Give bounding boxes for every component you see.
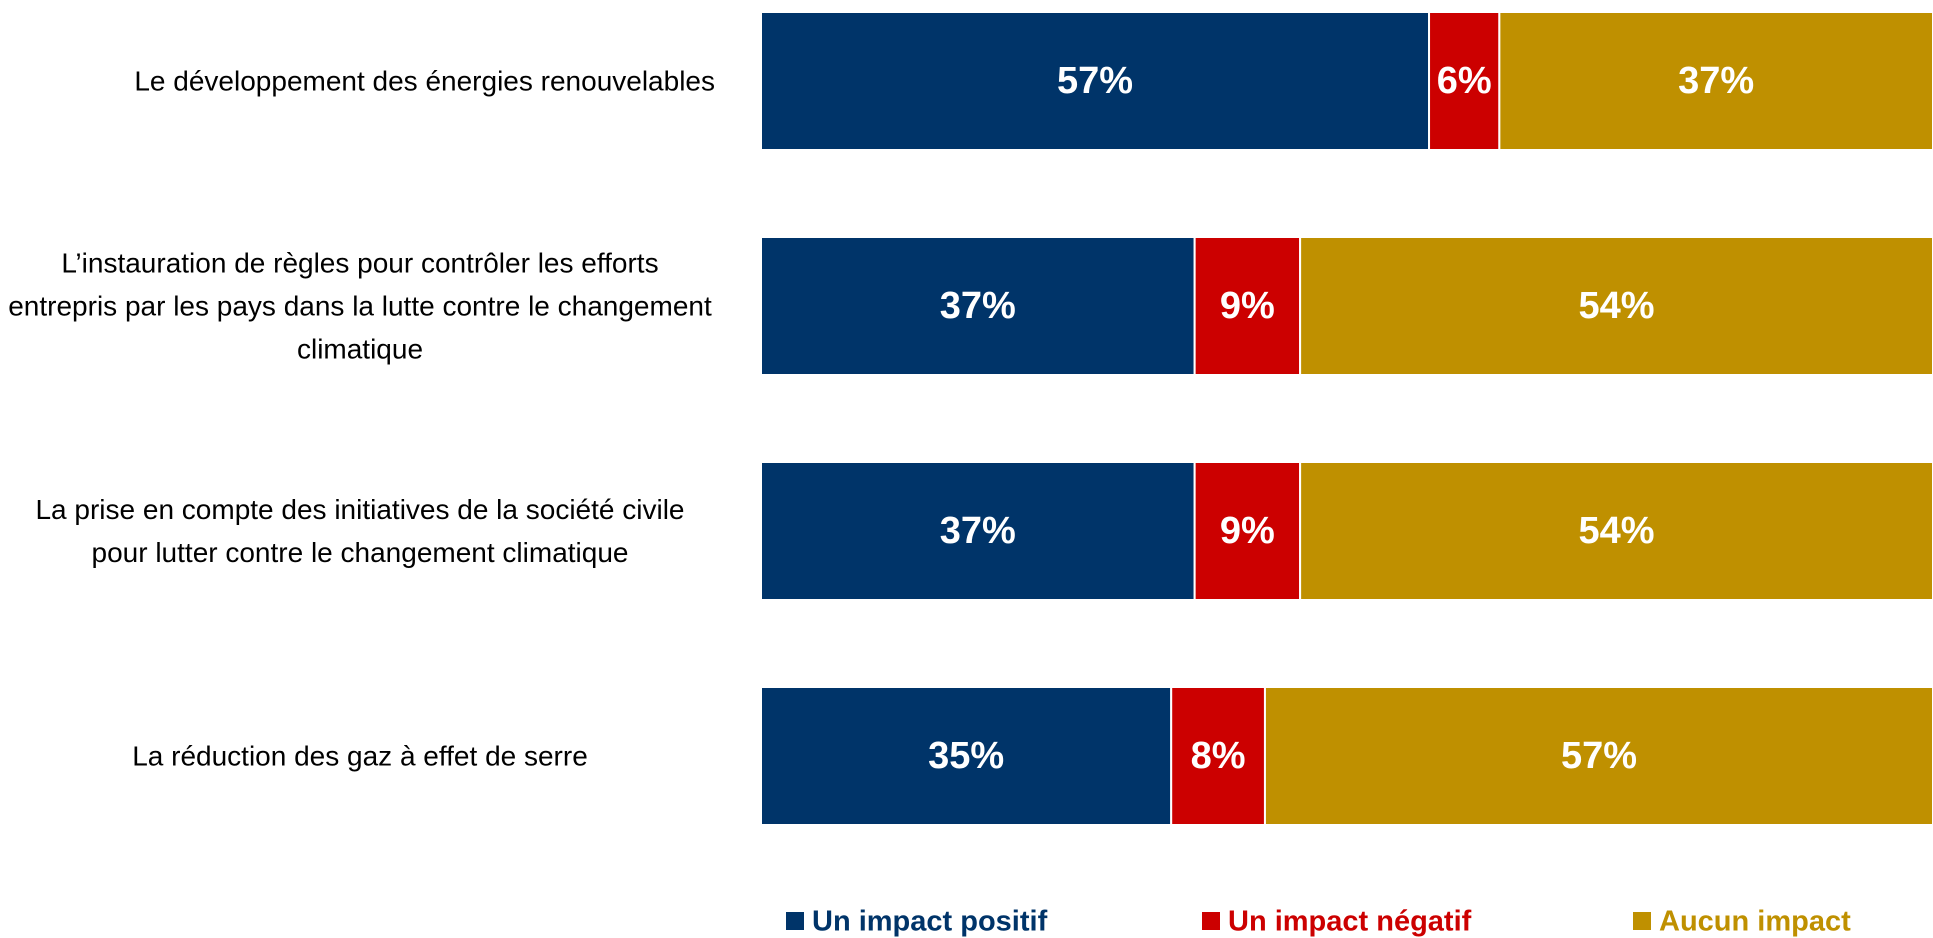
data-label: 8% [1191, 735, 1246, 777]
data-label: 57% [1057, 60, 1133, 102]
data-label: 6% [1437, 60, 1492, 102]
category-label: L’instauration de règles pour contrôler … [8, 247, 712, 365]
data-label: 54% [1579, 510, 1655, 552]
legend-swatch [1633, 912, 1651, 930]
legend-label: Aucun impact [1659, 906, 1851, 938]
legend-label: Un impact positif [812, 906, 1048, 938]
data-label: 9% [1220, 510, 1275, 552]
data-label: 57% [1561, 735, 1637, 777]
category-label: La réduction des gaz à effet de serre [132, 740, 588, 772]
bar-segment [1498, 11, 1933, 151]
legend-label: Un impact négatif [1228, 906, 1472, 938]
data-label: 9% [1220, 285, 1275, 327]
category-label: Le développement des énergies renouvelab… [134, 65, 715, 97]
bar-segment [1299, 461, 1933, 601]
legend-swatch [786, 912, 804, 930]
bar-segment [1299, 236, 1933, 376]
bar-segment [1428, 11, 1501, 151]
bar-segment [1193, 236, 1302, 376]
data-label: 37% [940, 510, 1016, 552]
bar-segment [1193, 461, 1302, 601]
legend-swatch [1202, 912, 1220, 930]
bar-segment [760, 236, 1196, 376]
bar-segment [760, 686, 1173, 826]
data-label: 35% [928, 735, 1004, 777]
data-label: 37% [940, 285, 1016, 327]
data-label: 37% [1678, 60, 1754, 102]
bar-segment [1263, 686, 1933, 826]
data-label: 54% [1579, 285, 1655, 327]
bar-segment [760, 11, 1431, 151]
category-label: La prise en compte des initiatives de la… [35, 494, 685, 568]
